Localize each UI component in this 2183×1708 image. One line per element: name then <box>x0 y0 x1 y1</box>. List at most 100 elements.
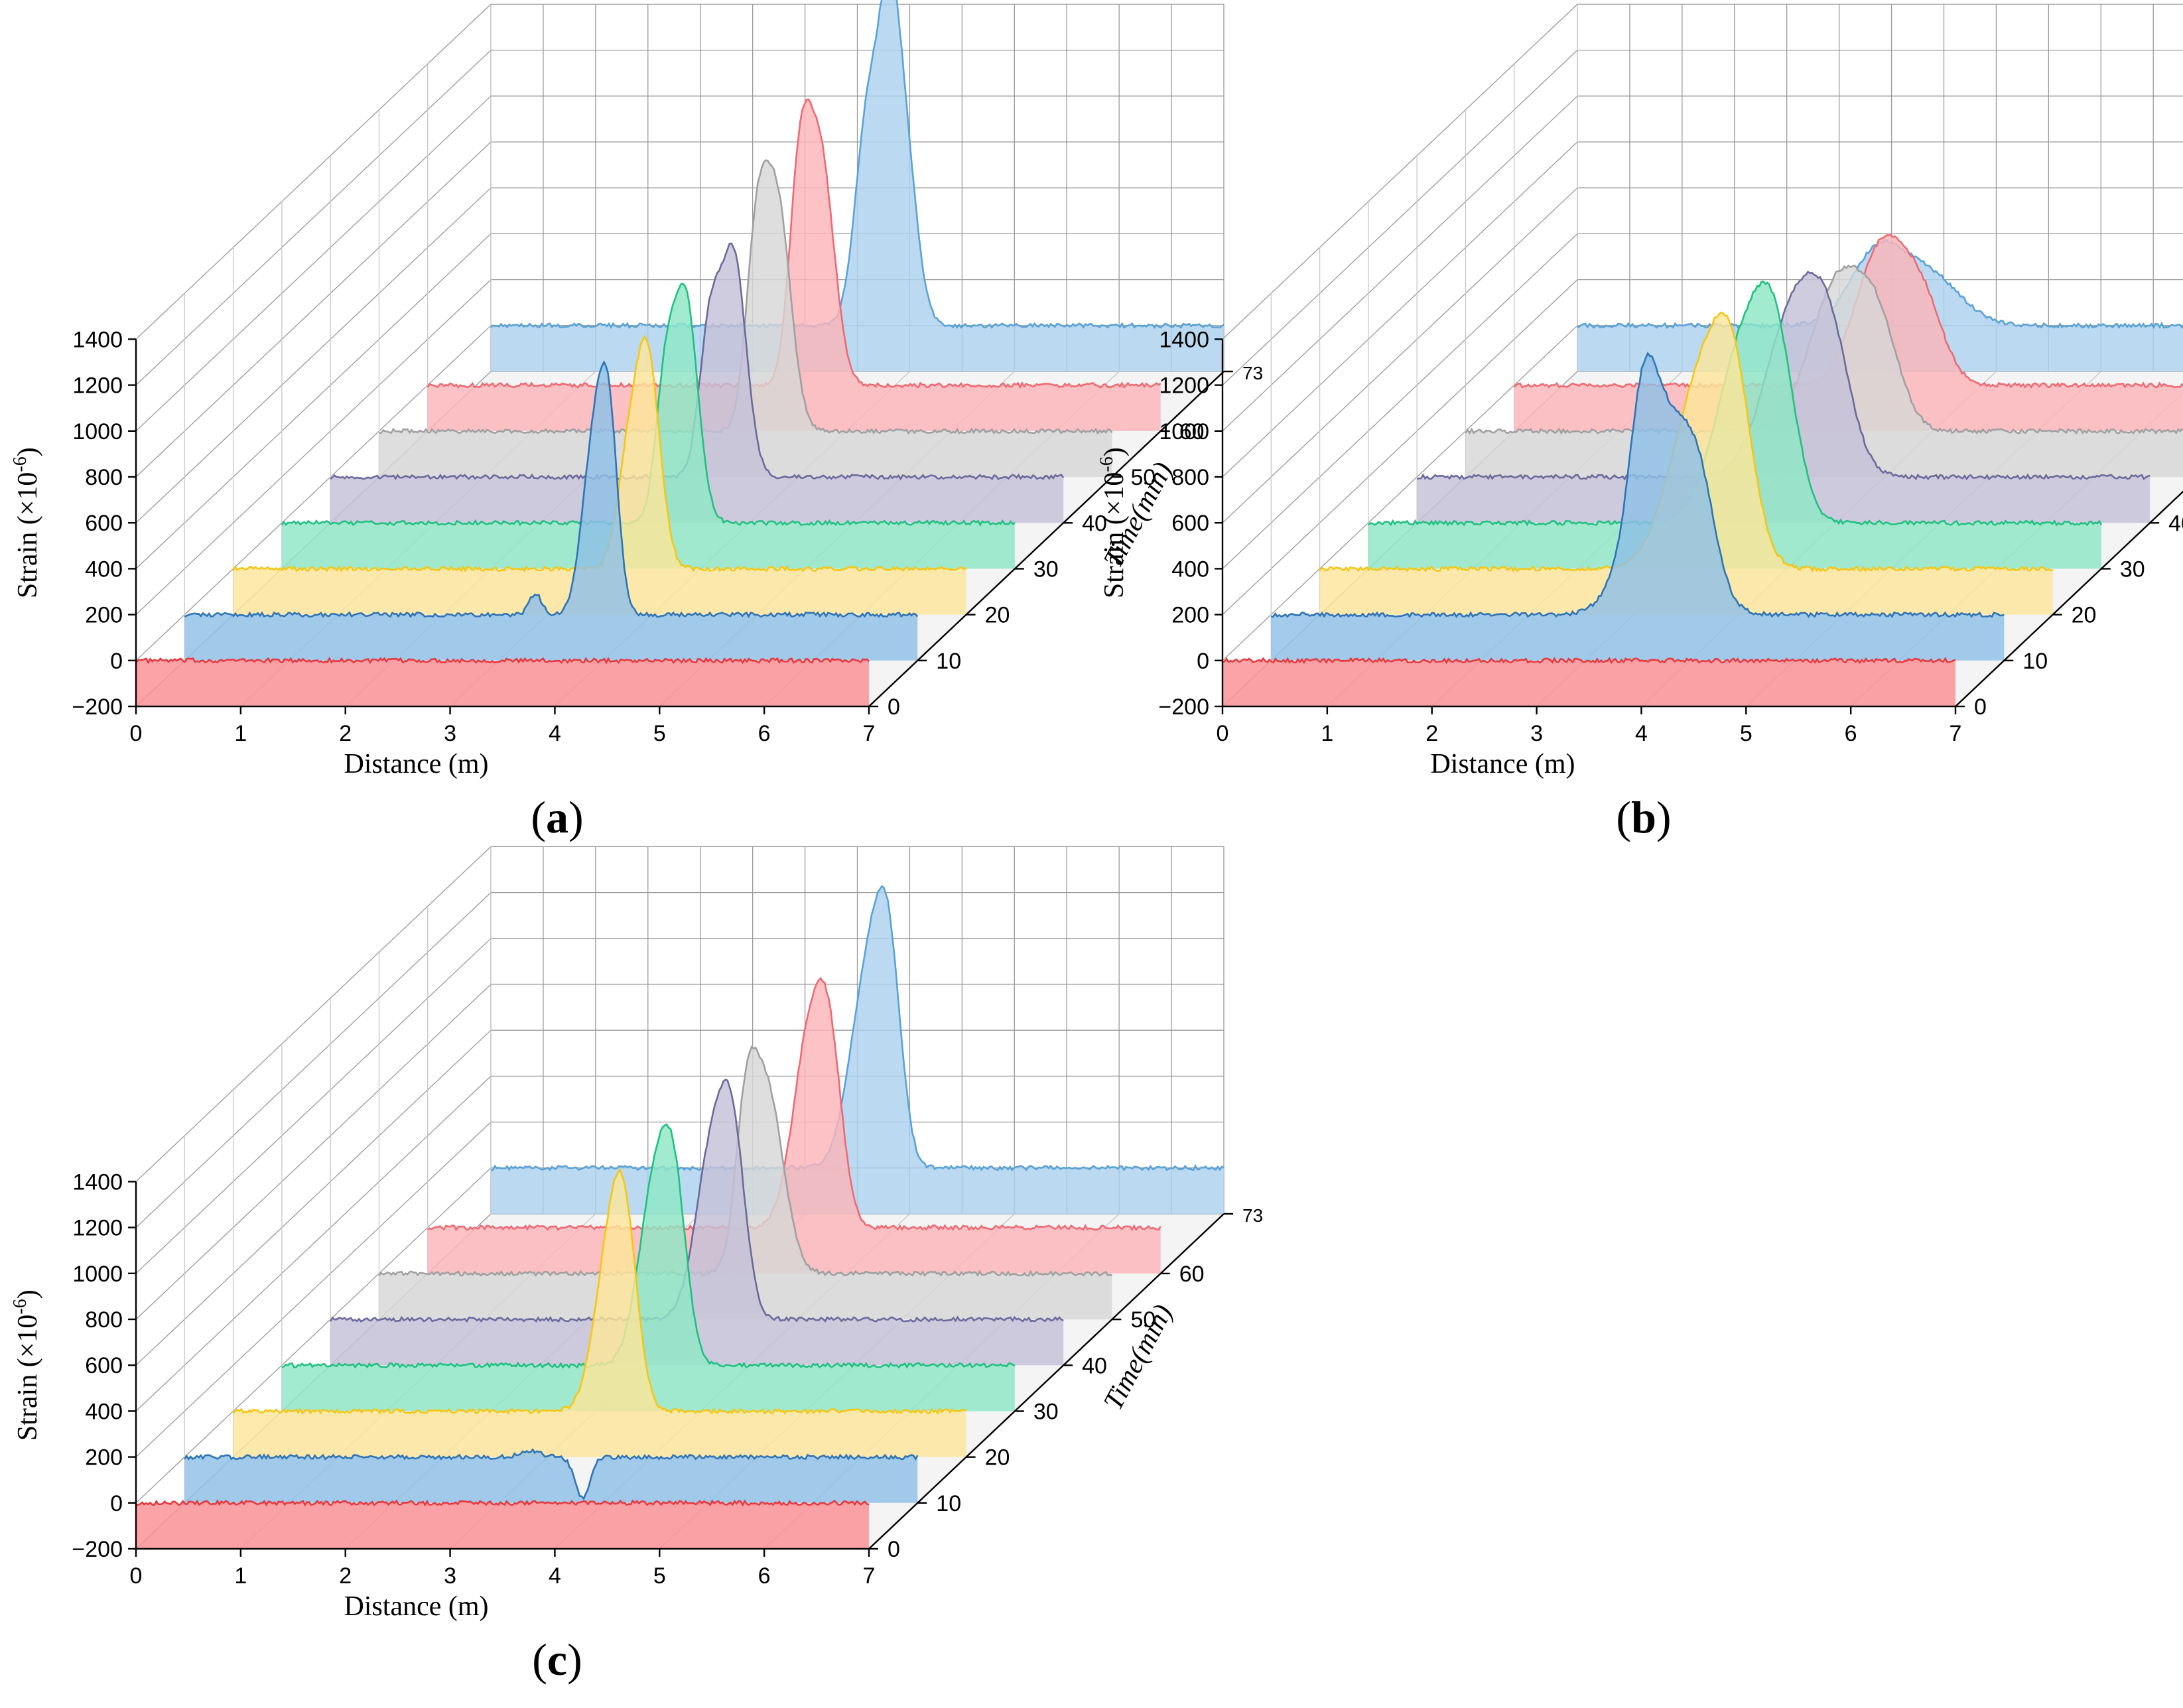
series-line-t10 <box>184 360 919 619</box>
y-tick-label: 1400 <box>72 1169 123 1195</box>
y-tick-label: 400 <box>85 557 123 582</box>
series-line-t10 <box>184 1448 919 1500</box>
y-axis-title-main: Strain (×10 <box>13 472 43 599</box>
y-tick-label: 1400 <box>1159 327 1209 352</box>
x-tick-label: 4 <box>1635 721 1648 746</box>
panel-label-open: ( <box>1616 792 1631 842</box>
series-line-t60 <box>1513 233 2183 389</box>
series-line-t0 <box>1222 657 1956 665</box>
y-tick-label: 600 <box>85 1353 123 1378</box>
y-tick-label: 1400 <box>72 327 123 352</box>
x-axis-title: Distance (m) <box>344 749 488 779</box>
y-tick-label: 800 <box>85 1307 123 1333</box>
x-tick-label: 7 <box>863 1563 876 1589</box>
x-tick-label: 6 <box>758 1563 771 1589</box>
series-line-t40 <box>330 1079 1064 1323</box>
z-tick-label: 0 <box>888 694 900 720</box>
panel-label: (c) <box>532 1634 582 1685</box>
x-tick-label: 4 <box>549 721 561 746</box>
x-axis-title: Distance (m) <box>344 1591 488 1622</box>
grid-line <box>135 233 492 569</box>
y-tick-label: 400 <box>1171 557 1209 582</box>
grid-line <box>135 892 492 1228</box>
x-tick-label: 2 <box>1425 721 1438 746</box>
y-tick-label: −200 <box>1158 694 1209 720</box>
x-tick-label: 3 <box>1530 721 1543 746</box>
panel-label: (a) <box>531 792 583 842</box>
y-tick-label: −200 <box>72 694 123 720</box>
grid-line <box>1222 279 1578 616</box>
panel-label-letter: a <box>546 792 568 842</box>
y-axis-title: Strain (×10-6) <box>1096 447 1130 598</box>
series-area-t10 <box>184 361 918 661</box>
x-axis-title: Distance (m) <box>1430 749 1575 779</box>
panel-label-letter: c <box>547 1634 567 1685</box>
y-tick-label: 0 <box>1197 649 1209 674</box>
x-tick-label: 2 <box>339 721 352 746</box>
series-area-t50 <box>379 1047 1112 1320</box>
z-tick-label: 50 <box>1130 465 1156 490</box>
series-area-t20 <box>233 336 966 615</box>
z-tick-label: 10 <box>2022 649 2048 674</box>
series-line-t30 <box>281 1123 1016 1369</box>
panel-label-close: ) <box>568 792 584 842</box>
series-line-t73 <box>1577 239 2183 330</box>
series-line-t50 <box>378 1045 1112 1278</box>
z-tick-label: 73 <box>1242 1205 1263 1226</box>
grid-line <box>135 1075 492 1412</box>
z-tick-label: 0 <box>1974 694 1987 720</box>
x-tick-label: 5 <box>653 1563 666 1589</box>
series-area-t73 <box>491 886 1224 1214</box>
y-axis-title-main: Strain (×10 <box>1099 472 1130 599</box>
z-tick-label: 20 <box>985 603 1010 628</box>
y-tick-label: 800 <box>85 465 123 490</box>
x-tick-label: 1 <box>234 721 247 746</box>
series-area-t40 <box>330 1079 1064 1366</box>
y-tick-label: 400 <box>85 1399 123 1424</box>
z-tick-label: 40 <box>1082 511 1107 536</box>
z-tick-label: 30 <box>1033 1399 1059 1424</box>
y-axis-title: Strain (×10-6) <box>10 447 43 598</box>
y-tick-label: 0 <box>110 1491 123 1516</box>
y-tick-label: 600 <box>1171 511 1209 536</box>
x-tick-label: 3 <box>444 1563 456 1589</box>
y-tick-label: 1000 <box>72 419 123 444</box>
x-tick-label: 2 <box>339 1563 352 1589</box>
z-axis-line <box>868 1213 1224 1549</box>
y-tick-label: 200 <box>85 1445 123 1471</box>
z-tick-label: 73 <box>1242 363 1263 383</box>
y-tick-label: 1200 <box>72 373 123 399</box>
series-line-t73 <box>490 885 1224 1172</box>
y-axis-title-end: ) <box>13 1289 43 1299</box>
z-tick-label: 50 <box>1130 1307 1156 1333</box>
x-tick-label: 7 <box>1950 721 1962 746</box>
y-tick-label: 800 <box>1171 465 1209 490</box>
y-tick-label: −200 <box>72 1537 123 1562</box>
x-tick-label: 3 <box>444 721 456 746</box>
y-axis-title-sup: -6 <box>1096 456 1117 472</box>
x-tick-label: 6 <box>758 721 771 746</box>
series-line-t10 <box>1271 352 2005 619</box>
x-tick-label: 1 <box>1321 721 1333 746</box>
z-tick-label: 20 <box>985 1445 1010 1471</box>
grid-line <box>1222 325 1578 661</box>
grid-line <box>135 325 492 661</box>
y-tick-label: 200 <box>85 603 123 628</box>
grid-line <box>1222 233 1578 569</box>
y-axis-title-sup: -6 <box>10 1299 31 1314</box>
x-tick-label: 6 <box>1845 721 1857 746</box>
x-tick-label: 0 <box>130 1563 143 1589</box>
y-tick-label: 1200 <box>72 1216 123 1241</box>
panel-label-open: ( <box>532 1634 547 1685</box>
series-line-t0 <box>135 657 870 665</box>
panel-label-letter: b <box>1631 792 1656 842</box>
y-axis-title-main: Strain (×10 <box>13 1315 43 1441</box>
grid-line <box>1222 96 1578 432</box>
grid-line <box>135 279 492 616</box>
grid-line <box>135 1122 492 1458</box>
x-tick-label: 5 <box>653 721 666 746</box>
